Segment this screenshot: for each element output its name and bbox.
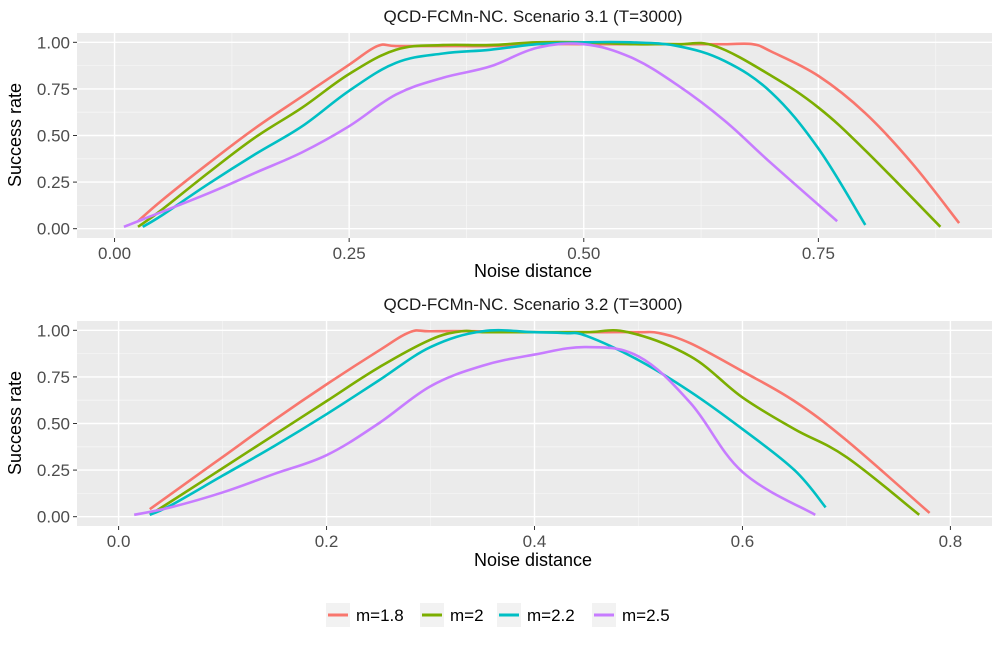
- x-tick-label: 0.0: [107, 532, 131, 551]
- major-grid: [77, 321, 992, 526]
- legend-item[interactable]: m=2: [420, 603, 484, 627]
- series-line-m-2: [149, 328, 921, 516]
- x-tick-label: 0.25: [333, 244, 366, 263]
- series-lines: [133, 328, 931, 517]
- plot-area: [77, 33, 992, 238]
- y-axis: 0.00 0.25 0.50 0.75 1.00: [37, 33, 77, 239]
- y-axis-title: Success rate: [5, 371, 25, 475]
- y-tick-label: 0.00: [37, 220, 70, 239]
- x-tick-label: 0.00: [98, 244, 131, 263]
- series-lines: [123, 40, 961, 229]
- y-tick-label: 0.75: [37, 368, 70, 387]
- y-tick-label: 0.25: [37, 461, 70, 480]
- y-axis-title: Success rate: [5, 83, 25, 187]
- y-tick-label: 0.00: [37, 508, 70, 527]
- legend-item[interactable]: m=1.8: [326, 603, 404, 627]
- chart-panel-1: QCD-FCMn-NC. Scenario 3.1 (T=3000) 0.000…: [5, 7, 992, 281]
- series-line-m-2-5: [133, 345, 816, 517]
- series-line-m-2: [137, 40, 942, 228]
- legend-item[interactable]: m=2.5: [592, 603, 670, 627]
- major-grid: [77, 33, 992, 238]
- chart-panel-2: QCD-FCMn-NC. Scenario 3.2 (T=3000) 0.000…: [5, 295, 992, 570]
- legend-label: m=2.2: [527, 606, 575, 625]
- legend-label: m=1.8: [356, 606, 404, 625]
- legend-label: m=2.5: [622, 606, 670, 625]
- y-tick-label: 0.50: [37, 415, 70, 434]
- chart-title: QCD-FCMn-NC. Scenario 3.1 (T=3000): [383, 7, 682, 26]
- x-tick-label: 0.50: [567, 244, 600, 263]
- x-axis-title: Noise distance: [474, 550, 592, 570]
- y-axis: 0.00 0.25 0.50 0.75 1.00: [37, 321, 77, 527]
- x-axis: 0.0 0.2 0.4 0.6 0.8: [107, 526, 962, 551]
- legend: m=1.8 m=2 m=2.2 m=2.5: [326, 603, 670, 627]
- series-line-m-2-5: [123, 42, 839, 229]
- y-tick-label: 0.50: [37, 127, 70, 146]
- series-line-m-2-2: [142, 40, 867, 228]
- x-axis: 0.00 0.25 0.50 0.75: [98, 238, 835, 263]
- x-tick-label: 0.4: [523, 532, 547, 551]
- chart-title: QCD-FCMn-NC. Scenario 3.2 (T=3000): [383, 295, 682, 314]
- y-tick-label: 0.25: [37, 173, 70, 192]
- x-tick-label: 0.8: [939, 532, 963, 551]
- x-tick-label: 0.75: [802, 244, 835, 263]
- x-tick-label: 0.2: [315, 532, 339, 551]
- series-line-m-2-2: [149, 328, 827, 517]
- x-axis-title: Noise distance: [474, 261, 592, 281]
- y-tick-label: 1.00: [37, 33, 70, 52]
- legend-label: m=2: [450, 606, 484, 625]
- legend-item[interactable]: m=2.2: [497, 603, 575, 627]
- plot-area: [77, 321, 992, 526]
- y-tick-label: 0.75: [37, 80, 70, 99]
- y-tick-label: 1.00: [37, 321, 70, 340]
- x-tick-label: 0.6: [731, 532, 755, 551]
